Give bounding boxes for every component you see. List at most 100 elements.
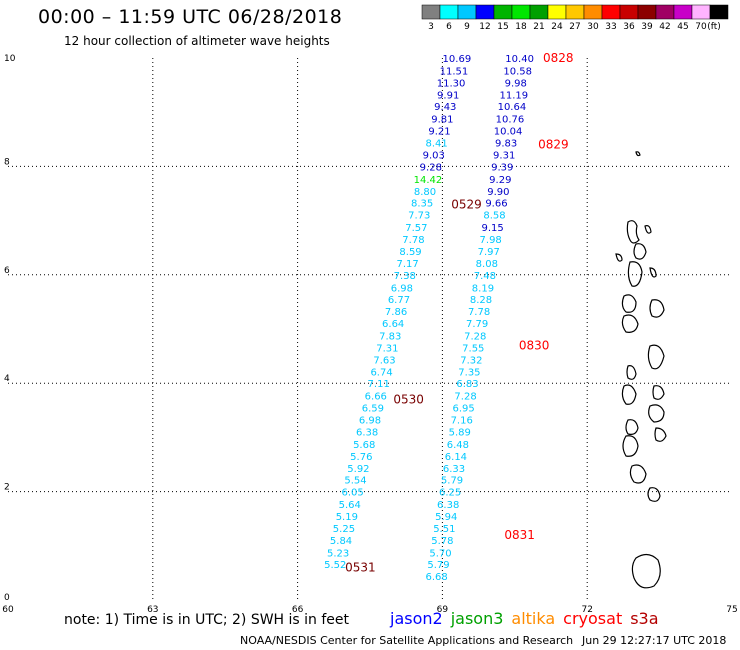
credit-line: NOAA/NESDIS Center for Satellite Applica… [240, 634, 574, 647]
page-subtitle: 12 hour collection of altimeter wave hei… [64, 34, 330, 48]
east-track-wave-height-label: 9.98 [505, 78, 527, 89]
mission-legend-item: cryosat [563, 609, 623, 628]
mission-legend: jason2 jason3 altika cryosat s3a [390, 609, 667, 628]
west-track-wave-height-label: 5.52 [324, 560, 346, 571]
east-track-wave-height-label: 7.55 [462, 343, 484, 354]
east-track-time-label: 0829 [538, 138, 569, 152]
coastline-island [647, 344, 665, 370]
east-track-wave-height-label: 5.79 [441, 476, 463, 487]
east-track-wave-height-label: 9.90 [487, 187, 509, 198]
east-track-wave-height-label: 8.58 [483, 211, 505, 222]
west-track-time-label: 0531 [345, 560, 376, 574]
east-track-wave-height-label: 8.19 [472, 283, 494, 294]
coastline-island [649, 299, 665, 318]
colorbar-tick-label: 6 [446, 22, 452, 32]
west-track-wave-height-label: 5.76 [350, 452, 372, 463]
east-track-wave-height-label: 10.58 [503, 66, 532, 77]
east-track-wave-height-label: 5.78 [431, 536, 453, 547]
colorbar-tick-label: 36 [623, 22, 635, 32]
colorbar-tick-label: 18 [515, 22, 527, 32]
east-track-time-label: 0830 [519, 338, 550, 352]
east-track-wave-height-label: 6.25 [439, 488, 461, 499]
west-track-wave-height-label: 10.69 [443, 54, 472, 65]
y-tick-label: 6 [4, 266, 10, 276]
west-track-wave-height-label: 9.91 [437, 90, 459, 101]
east-track-wave-height-label: 10.76 [496, 115, 525, 126]
coastline-island [626, 220, 640, 244]
east-track-wave-height-label: 9.39 [491, 162, 513, 173]
east-track-wave-height-label: 7.79 [466, 319, 488, 330]
colorbar-swatch [709, 4, 729, 20]
west-track-wave-height-label: 6.64 [382, 319, 404, 330]
colorbar-tick-label: 12 [479, 22, 490, 32]
x-tick-label: 69 [437, 605, 449, 615]
west-track-wave-height-label: 7.73 [408, 211, 430, 222]
east-track-wave-height-label: 7.48 [474, 271, 496, 282]
colorbar-tick-label: 27 [569, 22, 580, 32]
colorbar-tick-label: 15 [497, 22, 508, 32]
x-tick-label: 75 [726, 605, 737, 615]
colorbar-tick-label: 39 [641, 22, 653, 32]
east-track-wave-height-label: 9.15 [481, 223, 503, 234]
footer-note: note: 1) Time is in UTC; 2) SWH is in fe… [64, 612, 350, 628]
y-tick-label: 0 [4, 593, 10, 603]
east-track-wave-height-label: 6.83 [456, 379, 478, 390]
west-track-wave-height-label: 9.81 [431, 115, 453, 126]
west-track-wave-height-label: 7.78 [402, 235, 424, 246]
west-track-wave-height-label: 9.28 [420, 162, 442, 173]
y-tick-label: 10 [4, 54, 16, 64]
east-track-wave-height-label: 10.64 [498, 102, 527, 113]
east-track-wave-height-label: 5.89 [449, 427, 471, 438]
coastline-island [633, 243, 647, 260]
east-track-wave-height-label: 9.83 [495, 139, 517, 150]
coastline-island [652, 385, 665, 400]
east-track-wave-height-label: 6.14 [445, 452, 467, 463]
colorbar-tick-label: 33 [605, 22, 616, 32]
west-track-wave-height-label: 9.21 [428, 127, 450, 138]
colorbar-tick-label: 30 [587, 22, 599, 32]
west-track-wave-height-label: 9.03 [423, 150, 445, 161]
west-track-wave-height-label: 5.84 [330, 536, 352, 547]
east-track-wave-height-label: 6.33 [443, 464, 465, 475]
east-track-wave-height-label: 7.28 [454, 392, 476, 403]
west-track-wave-height-label: 6.38 [356, 427, 378, 438]
west-track-wave-height-label: 6.98 [391, 283, 413, 294]
east-track-wave-height-label: 6.38 [437, 500, 459, 511]
west-track-wave-height-label: 8.59 [399, 247, 421, 258]
y-tick-label: 2 [4, 483, 10, 493]
east-track-wave-height-label: 10.40 [505, 54, 534, 65]
mission-legend-item: jason3 [450, 609, 504, 628]
west-track-wave-height-label: 8.41 [425, 139, 447, 150]
page-title: 00:00 – 11:59 UTC 06/28/2018 [38, 6, 343, 28]
east-track-wave-height-label: 10.04 [494, 127, 523, 138]
west-track-wave-height-label: 11.30 [437, 78, 466, 89]
colorbar-tick-label: 24 [551, 22, 563, 32]
coastline-island [654, 427, 667, 442]
y-tick-label: 4 [4, 374, 10, 384]
colorbar-unit-label: (ft) [707, 22, 721, 32]
x-tick-label: 63 [147, 605, 158, 615]
east-track-time-label: 0831 [504, 528, 535, 542]
east-track-wave-height-label: 7.98 [480, 235, 502, 246]
east-track-wave-height-label: 5.70 [429, 548, 451, 559]
west-track-wave-height-label: 14.42 [414, 175, 443, 186]
west-track-wave-height-label: 7.38 [394, 271, 416, 282]
east-track-wave-height-label: 7.16 [451, 416, 473, 427]
x-tick-label: 72 [581, 605, 592, 615]
colorbar-tick-label: 42 [659, 22, 670, 32]
east-track-wave-height-label: 6.95 [453, 404, 475, 415]
east-track-wave-height-label: 8.28 [470, 295, 492, 306]
west-track-wave-height-label: 6.66 [365, 392, 387, 403]
west-track-time-label: 0529 [451, 197, 482, 211]
west-track-wave-height-label: 5.19 [336, 512, 358, 523]
east-track-wave-height-label: 5.79 [427, 560, 449, 571]
coastline-island [621, 294, 637, 313]
x-tick-label: 60 [2, 605, 14, 615]
coastline-island [622, 435, 639, 457]
colorbar-tick-label: 70 [695, 22, 707, 32]
east-track-wave-height-label: 5.51 [433, 524, 455, 535]
east-track-wave-height-label: 9.29 [489, 175, 511, 186]
west-track-wave-height-label: 6.59 [362, 404, 384, 415]
west-track-wave-height-label: 7.17 [397, 259, 419, 270]
